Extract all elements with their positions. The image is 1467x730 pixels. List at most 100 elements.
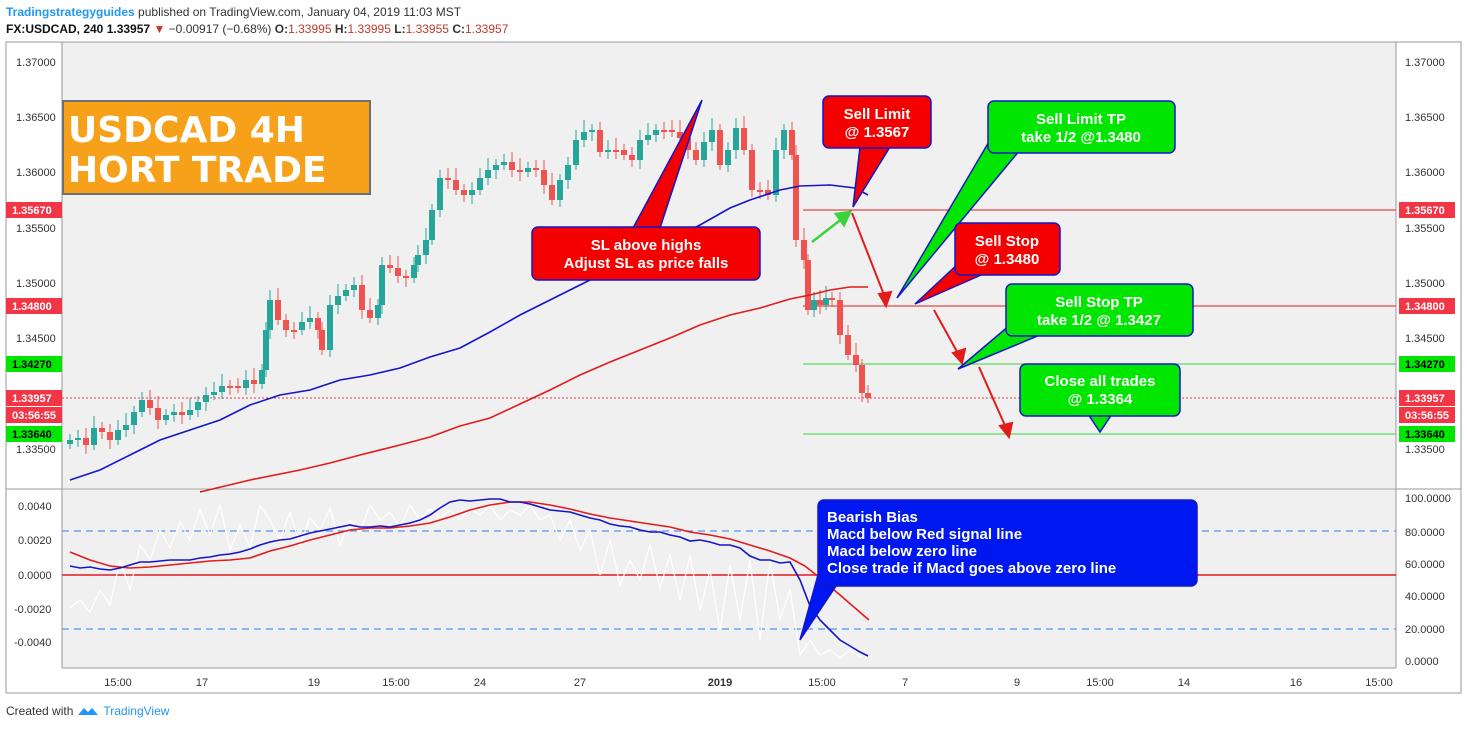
candle-body[interactable]	[267, 300, 273, 330]
ema-fast-line[interactable]	[69, 184, 869, 481]
ema-slow-line[interactable]	[199, 286, 868, 493]
candle-body[interactable]	[565, 165, 571, 180]
candle-body[interactable]	[817, 300, 823, 305]
candle-body[interactable]	[187, 410, 193, 415]
macd-signal-line[interactable]	[69, 501, 870, 621]
candle-body[interactable]	[773, 150, 779, 195]
candle-body[interactable]	[725, 150, 731, 165]
bearish-callout[interactable]	[817, 499, 1198, 587]
candle-body[interactable]	[429, 210, 435, 240]
candle-body[interactable]	[837, 300, 843, 335]
candle-body[interactable]	[525, 168, 531, 172]
candle-body[interactable]	[395, 268, 401, 276]
tradingview-link[interactable]: TradingView	[103, 704, 170, 718]
candle-body[interactable]	[693, 150, 699, 160]
candle-body[interactable]	[717, 130, 723, 165]
candle-body[interactable]	[859, 365, 865, 393]
candle-body[interactable]	[139, 400, 145, 412]
candle-body[interactable]	[557, 180, 563, 200]
candle-body[interactable]	[91, 428, 97, 445]
candle-body[interactable]	[219, 386, 225, 392]
candle-body[interactable]	[811, 300, 817, 310]
candle-body[interactable]	[99, 428, 105, 432]
candle-body[interactable]	[757, 190, 763, 192]
candle-body[interactable]	[533, 168, 539, 170]
candle-body[interactable]	[549, 185, 555, 200]
candle-body[interactable]	[343, 290, 349, 296]
sell-limit-callout[interactable]	[822, 95, 932, 149]
candle-body[interactable]	[375, 305, 381, 318]
sell-stop-tp-callout[interactable]	[1005, 283, 1194, 337]
candle-body[interactable]	[75, 438, 81, 440]
candle-body[interactable]	[477, 178, 483, 190]
candle-body[interactable]	[243, 380, 249, 388]
candle-body[interactable]	[645, 135, 651, 140]
candle-body[interactable]	[541, 170, 547, 185]
candle-body[interactable]	[829, 298, 835, 300]
candle-body[interactable]	[605, 150, 611, 152]
candle-body[interactable]	[359, 285, 365, 310]
candle-body[interactable]	[299, 322, 305, 330]
candle-body[interactable]	[597, 130, 603, 152]
candle-body[interactable]	[411, 265, 417, 278]
candle-body[interactable]	[107, 432, 113, 440]
candle-body[interactable]	[805, 260, 811, 310]
candle-body[interactable]	[765, 190, 771, 195]
symbol-label[interactable]: FX:USDCAD, 240	[6, 22, 104, 36]
candle-body[interactable]	[195, 402, 201, 410]
candle-body[interactable]	[211, 392, 217, 395]
candle-body[interactable]	[493, 165, 499, 170]
candle-body[interactable]	[227, 386, 233, 388]
candle-body[interactable]	[629, 155, 635, 160]
close-all-callout[interactable]	[1019, 363, 1181, 417]
candle-body[interactable]	[171, 412, 177, 415]
candle-body[interactable]	[589, 130, 595, 132]
candle-body[interactable]	[823, 298, 829, 305]
candle-body[interactable]	[517, 170, 523, 172]
candle-body[interactable]	[327, 305, 333, 350]
candle-body[interactable]	[749, 150, 755, 190]
candle-body[interactable]	[147, 400, 153, 408]
candle-body[interactable]	[351, 285, 357, 290]
candle-body[interactable]	[123, 425, 129, 430]
candle-body[interactable]	[613, 150, 619, 152]
candle-body[interactable]	[793, 155, 799, 240]
candle-body[interactable]	[67, 440, 73, 444]
candle-body[interactable]	[669, 130, 675, 132]
candle-body[interactable]	[235, 386, 241, 388]
candle-body[interactable]	[163, 415, 169, 420]
candle-body[interactable]	[801, 240, 807, 260]
candle-body[interactable]	[509, 162, 515, 170]
candle-body[interactable]	[315, 318, 321, 330]
candle-body[interactable]	[709, 130, 715, 142]
candle-body[interactable]	[367, 310, 373, 318]
candle-body[interactable]	[131, 412, 137, 425]
sell-limit-tp-callout[interactable]	[987, 100, 1176, 154]
candle-body[interactable]	[781, 130, 787, 150]
candle-body[interactable]	[789, 130, 795, 155]
candle-body[interactable]	[741, 128, 747, 150]
candle-body[interactable]	[853, 355, 859, 365]
candle-body[interactable]	[403, 276, 409, 278]
candle-body[interactable]	[437, 178, 443, 210]
candle-body[interactable]	[653, 130, 659, 135]
candle-body[interactable]	[701, 142, 707, 160]
candle-body[interactable]	[251, 380, 257, 384]
candle-body[interactable]	[387, 265, 393, 268]
candle-body[interactable]	[677, 132, 683, 138]
candle-body[interactable]	[845, 335, 851, 355]
candle-body[interactable]	[283, 320, 289, 330]
candle-body[interactable]	[573, 140, 579, 165]
candle-body[interactable]	[501, 162, 507, 165]
candle-body[interactable]	[621, 150, 627, 155]
candle-body[interactable]	[335, 296, 341, 305]
sl-callout[interactable]	[531, 226, 761, 281]
candle-body[interactable]	[445, 178, 451, 180]
candle-body[interactable]	[469, 190, 475, 195]
candle-body[interactable]	[307, 318, 313, 322]
publisher-link[interactable]: Tradingstrategyguides	[6, 5, 135, 19]
candle-body[interactable]	[461, 190, 467, 195]
candle-body[interactable]	[637, 140, 643, 160]
candle-body[interactable]	[83, 438, 89, 445]
